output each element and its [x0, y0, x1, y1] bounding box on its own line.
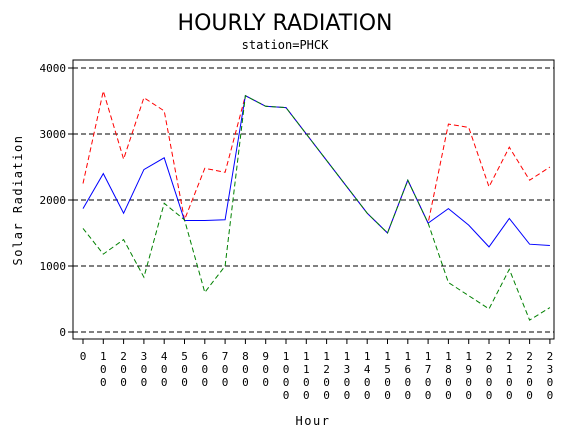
- y-tick-label: 1000: [40, 260, 67, 273]
- x-axis-label: Hour: [296, 414, 331, 428]
- y-axis-ticks: 0 1000 2000 3000 4000: [40, 62, 73, 339]
- y-tick-label: 4000: [40, 62, 67, 75]
- series-line-2: [82, 94, 550, 248]
- chart-title: HOURLY RADIATION: [178, 11, 393, 36]
- chart-subtitle: station=PHCK: [242, 38, 329, 52]
- series-line-3: [82, 94, 551, 321]
- series-lines: [82, 89, 551, 321]
- x-tick-label: 0: [80, 350, 87, 363]
- gridlines: [73, 67, 554, 333]
- y-tick-label: 2000: [40, 194, 67, 207]
- y-tick-label: 0: [59, 326, 66, 339]
- x-axis-ticks: 0 1 0 0 2 0 0 3 0 0 4 0 0 5 0 0 6 0 0 7 0 0 8 0 0 9 0 0 1 0 0 0 1 1 0 0 1 2 0 0…: [80, 339, 554, 402]
- series-line-1: [82, 89, 551, 234]
- y-tick-label: 3000: [40, 128, 67, 141]
- y-axis-label: Solar Radiation: [11, 135, 25, 266]
